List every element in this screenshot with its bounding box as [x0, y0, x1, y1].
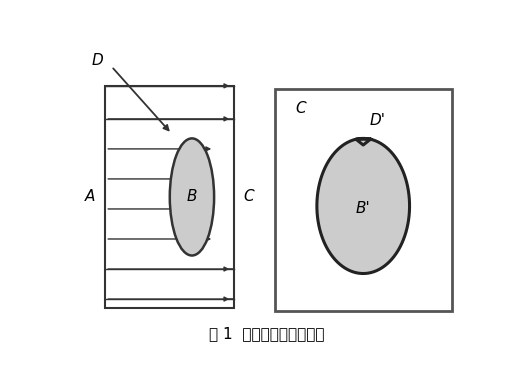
Text: A: A: [85, 190, 95, 204]
Text: B: B: [187, 190, 197, 204]
Bar: [275, 89, 452, 311]
Text: D: D: [92, 53, 103, 68]
Text: 图 1  轮廓提取系统模型图: 图 1 轮廓提取系统模型图: [209, 326, 324, 341]
Text: C: C: [295, 101, 306, 116]
Text: C: C: [243, 190, 254, 204]
Text: D': D': [369, 113, 385, 128]
Ellipse shape: [170, 138, 214, 255]
Bar: [106, 86, 235, 308]
Text: B': B': [356, 202, 371, 216]
Ellipse shape: [317, 138, 410, 273]
